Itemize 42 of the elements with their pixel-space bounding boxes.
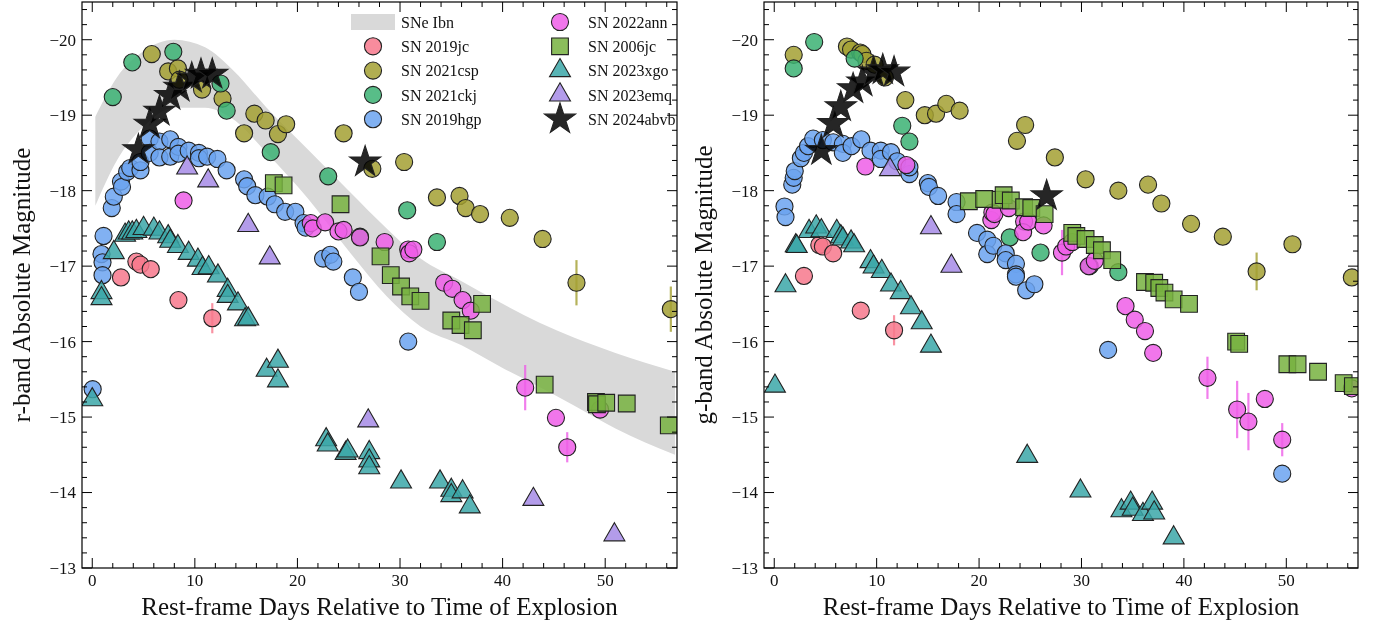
x-tick-label: 40 bbox=[1175, 571, 1193, 590]
x-tick-label: 10 bbox=[868, 571, 886, 590]
y-tick-label: −18 bbox=[731, 181, 758, 201]
y-axis-title: r-band Absolute Magnitude bbox=[8, 147, 35, 423]
legend-label: SNe Ibn bbox=[401, 13, 454, 31]
legend-label: SN 2023xgo bbox=[588, 62, 669, 81]
y-tick-label: −13 bbox=[731, 558, 758, 578]
y-tick-label: −20 bbox=[49, 30, 76, 50]
legend-label: SN 2019jc bbox=[401, 37, 469, 56]
y-tick-label: −18 bbox=[49, 181, 76, 201]
y-tick-label: −14 bbox=[731, 483, 759, 503]
legend-label: SN 2024abvb bbox=[588, 110, 676, 128]
y-tick-label: −15 bbox=[49, 408, 76, 428]
y-tick-label: −15 bbox=[731, 408, 758, 428]
x-axis-title: Rest-frame Days Relative to Time of Explosion bbox=[822, 593, 1300, 620]
y-tick-label: −16 bbox=[49, 332, 76, 352]
y-tick-label: −17 bbox=[49, 257, 77, 277]
x-tick-label: 20 bbox=[970, 571, 988, 590]
y-tick-label: −19 bbox=[731, 106, 758, 126]
legend-label: SN 2019hgp bbox=[401, 110, 482, 129]
x-tick-label: 50 bbox=[596, 571, 614, 590]
legend-label: SN 2022ann bbox=[588, 13, 668, 31]
x-tick-label: 0 bbox=[88, 571, 97, 590]
y-tick-label: −17 bbox=[731, 257, 759, 277]
x-tick-label: 20 bbox=[288, 571, 306, 590]
y-axis-title: g-band Absolute Magnitude bbox=[690, 145, 717, 425]
x-tick-label: 10 bbox=[186, 571, 204, 590]
y-tick-label: −19 bbox=[49, 106, 76, 126]
y-tick-label: −20 bbox=[731, 30, 758, 50]
y-tick-label: −13 bbox=[49, 558, 76, 578]
x-tick-label: 40 bbox=[494, 571, 512, 590]
legend-label: SN 2021csp bbox=[401, 62, 479, 81]
y-tick-label: −16 bbox=[731, 332, 758, 352]
y-tick-label: −14 bbox=[49, 483, 77, 503]
x-tick-label: 30 bbox=[1072, 571, 1090, 590]
x-tick-label: 30 bbox=[391, 571, 409, 590]
x-tick-label: 0 bbox=[769, 571, 779, 590]
legend-label: SN 2021ckj bbox=[401, 86, 477, 105]
x-axis-title: Rest-frame Days Relative to Time of Explosion bbox=[141, 593, 619, 620]
x-tick-label: 50 bbox=[1277, 571, 1295, 590]
legend-label: SN 2006jc bbox=[588, 37, 656, 56]
legend-label: SN 2023emq bbox=[588, 86, 672, 105]
